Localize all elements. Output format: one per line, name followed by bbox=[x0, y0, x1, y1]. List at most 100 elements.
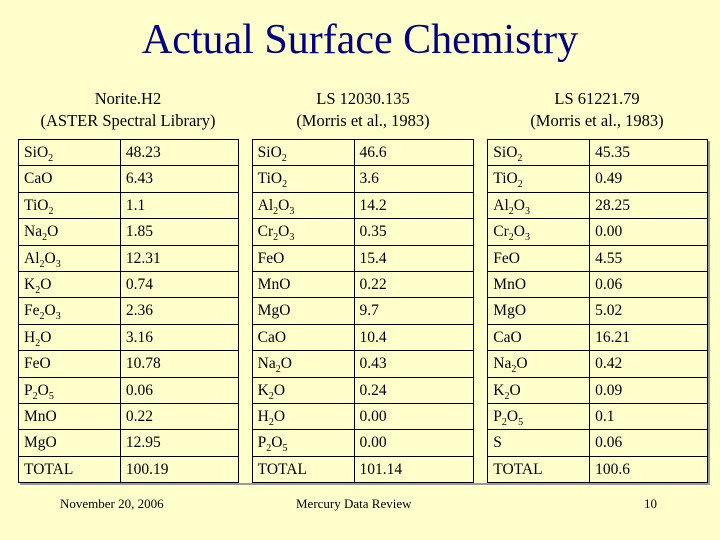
chemistry-table: SiO2 48.23 SiO2 46.6 SiO2 45.35 CaO 6.43 TiO2 3.6… bbox=[18, 138, 708, 484]
value-cell: 3.16 bbox=[119, 323, 239, 352]
value-cell: 0.49 bbox=[589, 165, 708, 193]
column-gap bbox=[473, 350, 489, 378]
column-gap bbox=[237, 350, 253, 378]
column-gap bbox=[473, 165, 489, 193]
oxide-cell: P2O5 bbox=[18, 376, 121, 405]
value-cell: 100.19 bbox=[119, 455, 239, 484]
value-cell: 0.00 bbox=[353, 429, 475, 457]
value-cell: 48.23 bbox=[119, 138, 239, 167]
table-row: MgO 12.95 P2O5 0.00 S 0.06 bbox=[18, 429, 708, 457]
sample-name: LS 12030.135 bbox=[316, 89, 410, 108]
page-number: 10 bbox=[644, 496, 657, 511]
column-gap bbox=[473, 139, 489, 166]
value-cell: 101.14 bbox=[353, 455, 475, 484]
table-row: CaO 6.43 TiO2 3.6 TiO2 0.49 bbox=[18, 165, 708, 193]
slide-title: Actual Surface Chemistry bbox=[141, 17, 579, 63]
value-cell: 0.22 bbox=[119, 403, 239, 431]
oxide-cell: P2O5 bbox=[251, 429, 355, 457]
value-cell: 0.43 bbox=[353, 350, 475, 378]
value-cell: 10.78 bbox=[119, 350, 239, 378]
value-cell: 0.74 bbox=[119, 271, 239, 299]
table-row: MnO 0.22 H2O 0.00 P2O5 0.1 bbox=[18, 403, 708, 431]
footer-date: November 20, 2006 bbox=[60, 496, 164, 511]
oxide-cell: Fe2O3 bbox=[18, 297, 121, 325]
oxide-cell: TOTAL bbox=[487, 455, 591, 484]
column-gap bbox=[237, 245, 253, 272]
column-gap bbox=[237, 218, 253, 246]
sample-name: LS 61221.79 bbox=[554, 89, 640, 108]
value-cell: 12.31 bbox=[119, 244, 239, 273]
oxide-cell: TiO2 bbox=[251, 165, 355, 193]
value-cell: 0.42 bbox=[589, 350, 708, 378]
sample-source: (Morris et al., 1983) bbox=[530, 111, 664, 130]
value-cell: 14.2 bbox=[353, 191, 475, 220]
value-cell: 3.6 bbox=[353, 165, 475, 193]
table-row: H2O 3.16 CaO 10.4 CaO 16.21 bbox=[18, 323, 708, 352]
column-gap bbox=[237, 324, 253, 351]
oxide-cell: TOTAL bbox=[18, 455, 121, 484]
oxide-cell: FeO bbox=[487, 244, 591, 273]
column-gap bbox=[473, 429, 489, 457]
oxide-cell: SiO2 bbox=[18, 138, 121, 167]
column-gap bbox=[473, 245, 489, 272]
value-cell: 28.25 bbox=[589, 191, 708, 220]
value-cell: 5.02 bbox=[589, 297, 708, 325]
oxide-cell: MgO bbox=[251, 297, 355, 325]
sample-source: (ASTER Spectral Library) bbox=[40, 111, 216, 130]
value-cell: 46.6 bbox=[353, 138, 475, 167]
value-cell: 0.00 bbox=[589, 218, 708, 246]
oxide-cell: CaO bbox=[18, 165, 121, 193]
column-gap bbox=[237, 456, 253, 483]
value-cell: 0.06 bbox=[119, 376, 239, 405]
table-row: K2O 0.74 MnO 0.22 MnO 0.06 bbox=[18, 271, 708, 299]
column-gap bbox=[237, 403, 253, 430]
table-row: Na2O 1.85 Cr2O3 0.35 Cr2O3 0.00 bbox=[18, 218, 708, 246]
value-cell: 0.06 bbox=[589, 271, 708, 299]
oxide-cell: MgO bbox=[487, 297, 591, 325]
oxide-cell: FeO bbox=[251, 244, 355, 273]
value-cell: 9.7 bbox=[353, 297, 475, 325]
column-gap bbox=[237, 377, 253, 404]
column-gap bbox=[473, 297, 489, 325]
column-gap bbox=[473, 403, 489, 430]
oxide-cell: Al2O3 bbox=[251, 191, 355, 220]
column-gap bbox=[237, 139, 253, 166]
oxide-cell: SiO2 bbox=[487, 138, 591, 167]
value-cell: 0.35 bbox=[353, 218, 475, 246]
column-gap bbox=[473, 192, 489, 219]
value-cell: 0.1 bbox=[589, 403, 708, 431]
table-row: P2O5 0.06 K2O 0.24 K2O 0.09 bbox=[18, 376, 708, 405]
oxide-cell: Na2O bbox=[251, 350, 355, 378]
oxide-cell: Na2O bbox=[18, 218, 121, 246]
oxide-cell: TOTAL bbox=[251, 455, 355, 484]
value-cell: 0.24 bbox=[353, 376, 475, 405]
value-cell: 10.4 bbox=[353, 323, 475, 352]
value-cell: 15.4 bbox=[353, 244, 475, 273]
oxide-cell: FeO bbox=[18, 350, 121, 378]
oxide-cell: S bbox=[487, 429, 591, 457]
value-cell: 0.22 bbox=[353, 271, 475, 299]
column-gap bbox=[237, 429, 253, 457]
column-gap bbox=[237, 165, 253, 193]
oxide-cell: H2O bbox=[251, 403, 355, 431]
sample-header-ls61221: LS 61221.79 (Morris et al., 1983) bbox=[486, 88, 708, 136]
sample-name: Norite.H2 bbox=[94, 89, 162, 108]
table-row: Al2O3 12.31 FeO 15.4 FeO 4.55 bbox=[18, 244, 708, 273]
oxide-cell: MnO bbox=[487, 271, 591, 299]
table-row: TiO2 1.1 Al2O3 14.2 Al2O3 28.25 bbox=[18, 191, 708, 220]
oxide-cell: H2O bbox=[18, 323, 121, 352]
sample-source: (Morris et al., 1983) bbox=[296, 111, 430, 130]
oxide-cell: K2O bbox=[487, 376, 591, 405]
oxide-cell: K2O bbox=[251, 376, 355, 405]
oxide-cell: MgO bbox=[18, 429, 121, 457]
value-cell: 1.85 bbox=[119, 218, 239, 246]
column-gap bbox=[473, 456, 489, 483]
value-cell: 100.6 bbox=[589, 455, 708, 484]
value-cell: 12.95 bbox=[119, 429, 239, 457]
column-gap bbox=[237, 192, 253, 219]
column-gap bbox=[473, 271, 489, 298]
oxide-cell: Cr2O3 bbox=[251, 218, 355, 246]
oxide-cell: CaO bbox=[251, 323, 355, 352]
oxide-cell: Al2O3 bbox=[487, 191, 591, 220]
column-gap bbox=[473, 324, 489, 351]
